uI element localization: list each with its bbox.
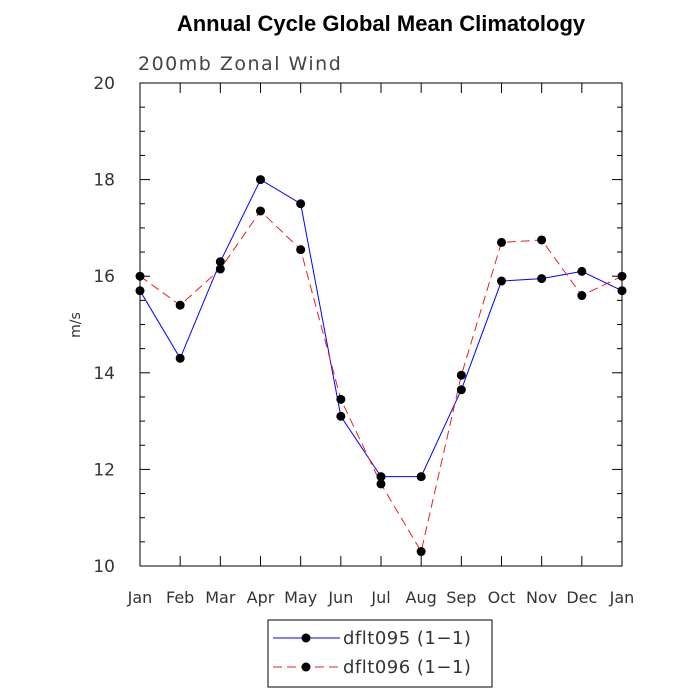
legend-marker-dflt095 [301,633,311,643]
series-0-point [497,276,506,286]
x-tick-label: Jan [609,588,635,607]
series-1-point [296,245,306,255]
series-0-point [537,274,547,284]
x-tick-label: Jun [327,588,353,607]
x-tick-label: Jan [127,588,153,607]
series-1-point [376,479,386,489]
y-tick-label: 18 [93,171,115,191]
x-tick-label: May [284,588,317,607]
x-tick-label: Feb [166,588,194,607]
axis-ticks [139,82,623,567]
series-1-point [416,547,426,557]
x-tick-label: Jul [370,588,390,607]
y-tick-label: 10 [93,557,115,577]
x-tick-label: Sep [446,588,476,607]
series-1-point [617,271,627,281]
series-0-point [617,286,627,296]
y-tick-label: 14 [93,364,115,384]
series-1-point [577,291,587,301]
legend-label-dflt095: dflt095 (1−1) [343,628,471,649]
y-tick-label: 20 [93,74,115,94]
series-1-point [175,300,185,310]
series-1-point [215,264,225,274]
series-points [135,175,627,557]
series-0-point [296,199,306,209]
series-1-point [456,370,466,380]
y-tick-label: 16 [93,267,115,287]
x-tick-label: Apr [247,588,275,607]
series-0-point [456,385,466,395]
series-0-point [256,175,265,185]
y-axis-label: m/s [68,312,84,338]
plot-frame [139,82,623,567]
series-0-point [175,353,185,363]
series-0-point [215,257,225,267]
legend-marker-dflt096 [301,662,311,672]
series-1-point [336,394,346,404]
y-axis-tick-labels: 10 12 14 16 18 20 [93,74,115,577]
x-tick-label: Dec [566,588,597,607]
series-0-point [135,286,145,296]
series-0-point [577,266,587,276]
legend: dflt095 (1−1) dflt096 (1−1) [267,619,493,688]
legend-box [267,619,493,688]
chart-subtitle: 200mb Zonal Wind [138,53,342,75]
y-tick-label: 12 [93,460,115,480]
series-1-point [135,271,145,281]
x-tick-label: Oct [488,588,516,607]
legend-label-dflt096: dflt096 (1−1) [343,657,471,678]
chart-title: Annual Cycle Global Mean Climatology [177,11,586,36]
x-tick-label: Nov [526,588,557,607]
series-1-point [497,237,506,247]
series-0-point [336,411,346,421]
series-line-1 [139,210,623,553]
series-1-point [256,206,265,216]
series-0-point [416,472,426,482]
x-axis-tick-labels: Jan Feb Mar Apr May Jun Jul Aug Sep Oct Nov Dec Jan [127,588,635,607]
series-line-0 [139,178,623,478]
series-1-point [537,235,547,245]
series-lines [139,178,623,553]
x-tick-label: Aug [406,588,437,607]
x-tick-label: Mar [205,588,236,607]
series-0-point [376,472,386,482]
